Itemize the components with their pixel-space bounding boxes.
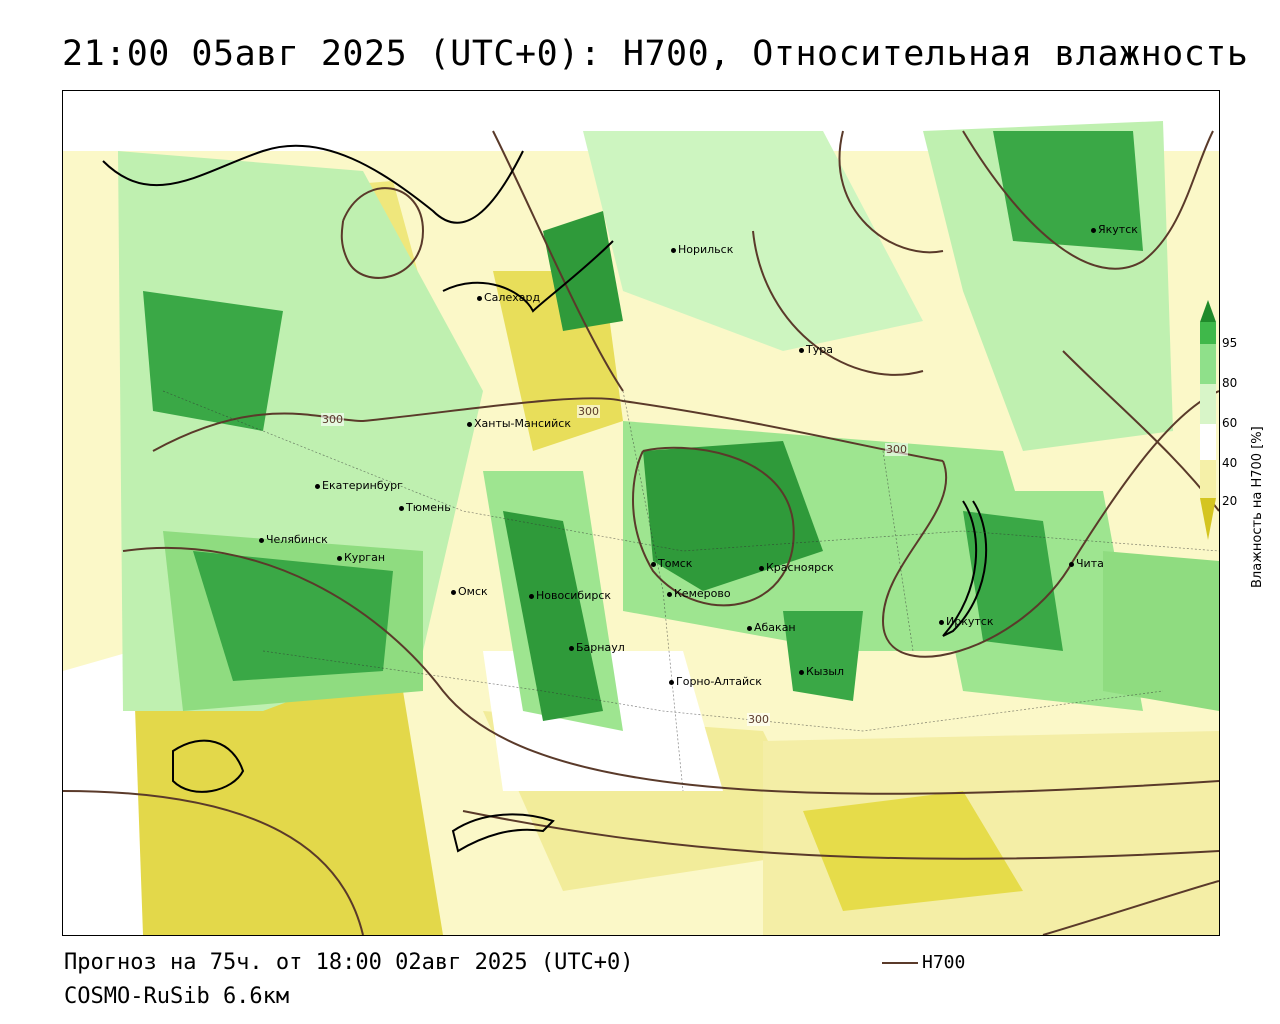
city-marker: Екатеринбург xyxy=(315,479,403,492)
colorbar-swatch xyxy=(1200,344,1216,384)
colorbar-top-arrow xyxy=(1200,300,1216,322)
city-marker: Тура xyxy=(799,343,833,356)
city-marker: Горно-Алтайск xyxy=(669,675,762,688)
city-dot-icon xyxy=(451,589,456,595)
city-dot-icon xyxy=(1069,561,1074,567)
contour-label: 300 xyxy=(321,413,344,426)
colorbar-tick: 60 xyxy=(1222,416,1238,430)
forecast-info: Прогноз на 75ч. от 18:00 02авг 2025 (UTC… xyxy=(64,950,634,975)
colorbar-swatch xyxy=(1200,424,1216,460)
city-marker: Кемерово xyxy=(667,587,731,600)
city-dot-icon xyxy=(747,625,752,631)
city-dot-icon xyxy=(667,591,672,597)
city-marker: Курган xyxy=(337,551,385,564)
city-marker: Красноярск xyxy=(759,561,834,574)
city-marker: Барнаул xyxy=(569,641,625,654)
city-marker: Чита xyxy=(1069,557,1104,570)
city-marker: Новосибирск xyxy=(529,589,611,602)
city-dot-icon xyxy=(399,505,404,511)
city-marker: Абакан xyxy=(747,621,796,634)
colorbar-tick: 40 xyxy=(1222,456,1238,470)
city-dot-icon xyxy=(315,483,320,489)
city-dot-icon xyxy=(1091,227,1096,233)
city-dot-icon xyxy=(671,247,676,253)
contour-legend: H700 xyxy=(882,952,965,973)
colorbar-swatch xyxy=(1200,322,1216,344)
legend-label: H700 xyxy=(922,952,966,973)
colorbar-tick: 20 xyxy=(1222,494,1238,508)
city-marker: Тюмень xyxy=(399,501,451,514)
city-dot-icon xyxy=(759,565,764,571)
city-dot-icon xyxy=(477,295,482,301)
legend-line-icon xyxy=(882,961,918,964)
city-dot-icon xyxy=(651,561,656,567)
humidity-map: 300 300 300 300 Норильск Якутск Салехард… xyxy=(62,90,1220,936)
city-dot-icon xyxy=(669,679,674,685)
city-marker: Челябинск xyxy=(259,533,328,546)
city-marker: Ханты-Мансийск xyxy=(467,417,571,430)
map-title: 21:00 05авг 2025 (UTC+0): H700, Относите… xyxy=(62,34,1249,74)
colorbar-tick: 80 xyxy=(1222,376,1238,390)
city-dot-icon xyxy=(467,421,472,427)
city-marker: Салехард xyxy=(477,291,540,304)
city-dot-icon xyxy=(799,347,804,353)
city-dot-icon xyxy=(569,645,574,651)
colorbar-bottom-arrow xyxy=(1200,498,1216,540)
city-marker: Норильск xyxy=(671,243,733,256)
city-dot-icon xyxy=(259,537,264,543)
city-dot-icon xyxy=(337,555,342,561)
city-marker: Якутск xyxy=(1091,223,1138,236)
city-dot-icon xyxy=(939,619,944,625)
contour-label: 300 xyxy=(885,443,908,456)
contour-label: 300 xyxy=(577,405,600,418)
city-dot-icon xyxy=(799,669,804,675)
city-marker: Иркутск xyxy=(939,615,993,628)
colorbar xyxy=(1200,300,1216,540)
colorbar-title-wrap: Влажность на H700 [%] xyxy=(1240,318,1265,588)
city-marker: Кызыл xyxy=(799,665,844,678)
contour-label: 300 xyxy=(747,713,770,726)
colorbar-tick: 95 xyxy=(1222,336,1238,350)
map-canvas xyxy=(63,91,1219,935)
city-marker: Омск xyxy=(451,585,488,598)
model-name: COSMO-RuSib 6.6км xyxy=(64,984,290,1009)
city-marker: Томск xyxy=(651,557,692,570)
colorbar-title: Влажность на H700 [%] xyxy=(1250,426,1265,588)
city-dot-icon xyxy=(529,593,534,599)
colorbar-swatch xyxy=(1200,384,1216,424)
colorbar-swatch xyxy=(1200,460,1216,498)
